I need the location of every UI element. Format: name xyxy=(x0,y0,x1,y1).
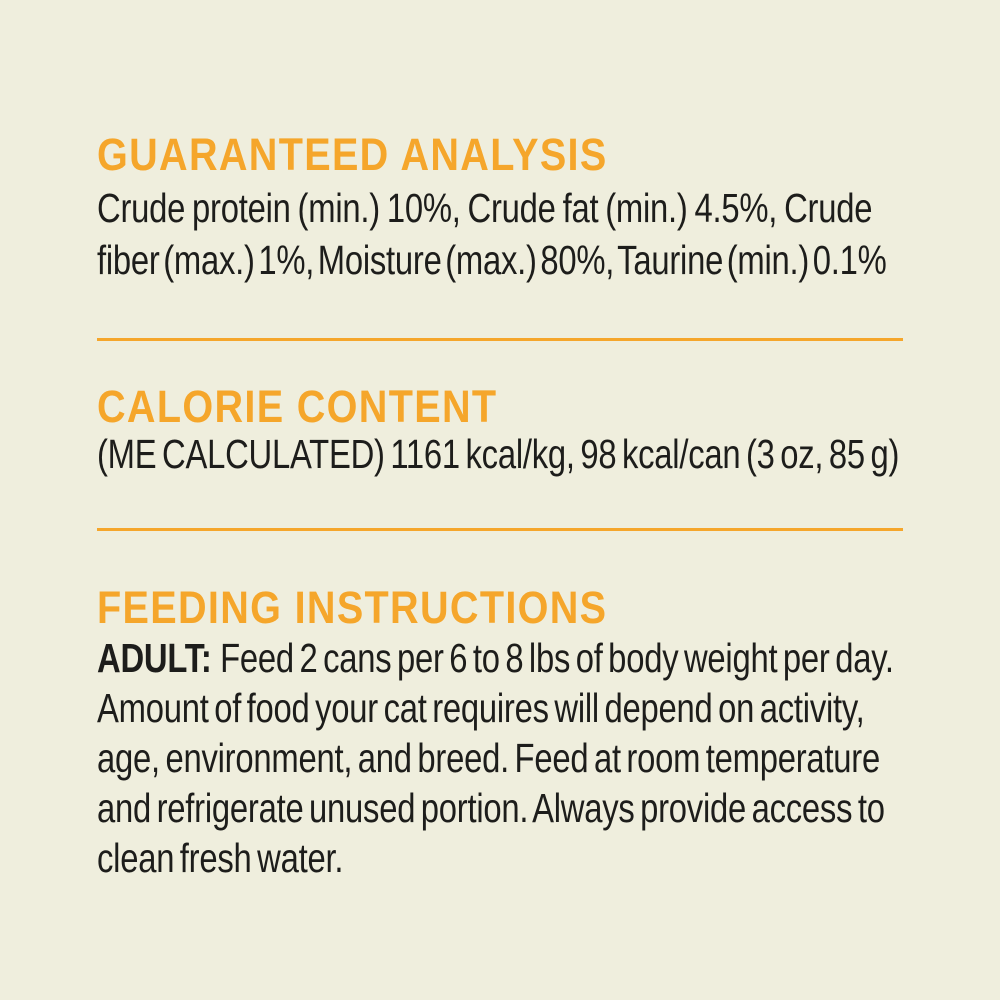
guaranteed-analysis-text-line: fiber (max.) 1%, Moisture (max.) 80%, Ta… xyxy=(97,237,887,283)
calorie-content-text: (ME CALCULATED) 1161 kcal/kg, 98 kcal/ca… xyxy=(97,431,900,477)
feeding-instructions-text-line: and refrigerate unused portion. Always p… xyxy=(97,785,885,831)
section-divider xyxy=(97,528,903,531)
feeding-instructions-heading: FEEDING INSTRUCTIONS xyxy=(97,582,608,633)
calorie-content-heading: CALORIE CONTENT xyxy=(97,381,498,432)
feeding-instructions-text-line: clean fresh water. xyxy=(97,835,344,881)
guaranteed-analysis-heading: GUARANTEED ANALYSIS xyxy=(97,129,608,180)
feeding-instructions-text: Feed 2 cans per 6 to 8 lbs of body weigh… xyxy=(220,635,894,681)
feeding-instructions-text-line: Amount of food your cat requires will de… xyxy=(97,685,865,731)
feeding-instructions-text-line: age, environment, and breed. Feed at roo… xyxy=(97,735,880,781)
feeding-instructions-text-line: ADULT: Feed 2 cans per 6 to 8 lbs of body… xyxy=(97,638,894,679)
section-divider xyxy=(97,338,903,341)
guaranteed-analysis-text-line: Crude protein (min.) 10%, Crude fat (min… xyxy=(97,185,873,231)
adult-label: ADULT: xyxy=(97,635,212,681)
